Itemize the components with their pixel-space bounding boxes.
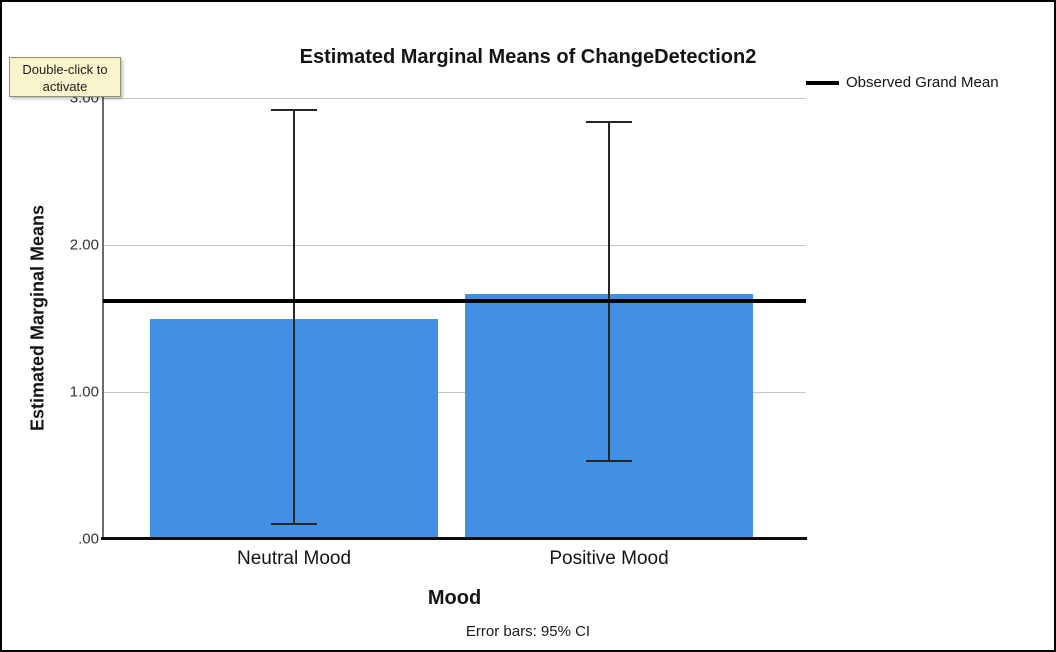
gridline bbox=[103, 392, 806, 393]
error-bars-footnote: Error bars: 95% CI bbox=[465, 623, 591, 640]
observed-grand-mean-line bbox=[103, 298, 806, 303]
error-bar-cap bbox=[586, 460, 632, 463]
y-tick-label-0: .00 bbox=[78, 530, 99, 548]
grand-mean-line-swatch bbox=[806, 80, 839, 85]
y-tick-label-2: 2.00 bbox=[69, 236, 99, 254]
error-bar-cap bbox=[271, 108, 317, 111]
double-click-to-activate-tooltip: Double-click to activate bbox=[9, 57, 121, 97]
x-axis-title: Mood bbox=[427, 587, 482, 609]
tooltip-line-2: activate bbox=[42, 79, 88, 94]
error-bar-cap bbox=[271, 523, 317, 526]
error-bar-line bbox=[608, 121, 610, 462]
x-tick-label-neutral-mood: Neutral Mood bbox=[236, 548, 352, 569]
gridline bbox=[103, 245, 806, 246]
tooltip-line-1: Double-click to bbox=[22, 62, 108, 77]
gridline bbox=[103, 98, 806, 99]
y-tick-label-1: 1.00 bbox=[69, 383, 99, 401]
chart-title: Estimated Marginal Means of ChangeDetect… bbox=[299, 46, 757, 68]
x-tick-label-positive-mood: Positive Mood bbox=[549, 548, 669, 569]
error-bar-cap bbox=[586, 120, 632, 123]
legend-label: Observed Grand Mean bbox=[846, 74, 999, 91]
legend: Observed Grand Mean bbox=[806, 74, 999, 91]
error-bar-line bbox=[293, 109, 295, 525]
x-axis-line bbox=[101, 537, 807, 540]
y-axis-line bbox=[102, 97, 104, 539]
